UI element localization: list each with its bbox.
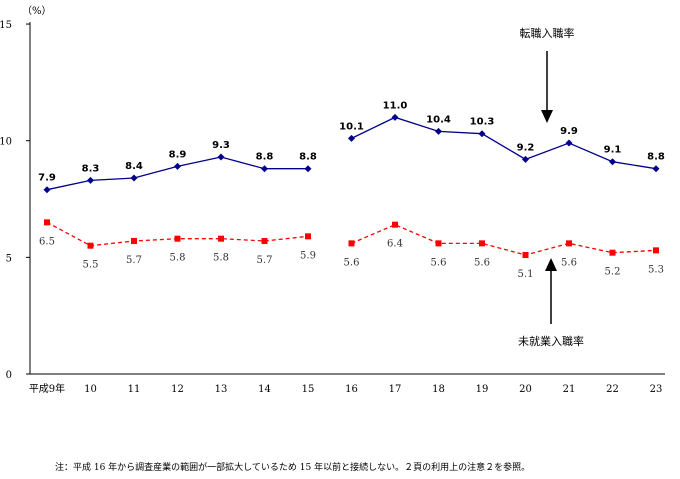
- series-1-point: [174, 235, 181, 242]
- series-0-point: [652, 165, 660, 173]
- series-1-data-label: 5.7: [126, 255, 142, 266]
- series-1-point: [87, 242, 94, 249]
- x-tick-label: 17: [389, 384, 402, 395]
- series-0-point: [391, 113, 399, 121]
- footnote: 注：平成 16 年から調査産業の範囲が一部拡大しているため 15 年以前と接続し…: [55, 461, 530, 473]
- series-1-data-label: 5.5: [83, 260, 99, 271]
- annotation-tenshoku-label: 転職入職率: [520, 26, 575, 40]
- series-1-point: [305, 233, 311, 240]
- series-0-data-label: 8.8: [647, 152, 665, 163]
- x-tick-label: 22: [606, 384, 619, 395]
- series-1-data-label: 5.6: [431, 257, 447, 268]
- annotation-mishugyo-label: 未就業入職率: [518, 334, 584, 348]
- series-1-point: [218, 235, 224, 242]
- series-0-data-label: 8.9: [169, 149, 187, 160]
- x-tick-label: 12: [171, 384, 184, 395]
- series-0-point: [609, 158, 616, 166]
- series-0-data-label: 8.8: [256, 152, 274, 163]
- series-1-data-label: 6.4: [387, 239, 403, 250]
- series-1-data-label: 5.6: [474, 257, 490, 268]
- series-0-data-label: 8.4: [125, 161, 143, 172]
- series-1-data-label: 5.8: [170, 253, 186, 264]
- series-1-data-label: 5.7: [257, 255, 273, 266]
- x-tick-label: 13: [215, 384, 228, 395]
- series-0-point: [261, 165, 268, 173]
- x-tick-label: 18: [432, 384, 445, 395]
- series-1-point: [609, 249, 616, 256]
- x-tick-label: 15: [302, 384, 315, 395]
- series-0-point: [348, 134, 355, 142]
- series-1-data-label: 5.8: [213, 253, 229, 264]
- series-0-point: [87, 176, 94, 184]
- series-0-point: [435, 127, 442, 135]
- x-tick-label: 23: [650, 384, 663, 395]
- y-tick-label: 5: [6, 253, 12, 264]
- series-0-data-label: 9.2: [517, 142, 535, 153]
- series-1-data-label: 5.9: [300, 250, 316, 261]
- series-0-data-label: 8.3: [82, 163, 100, 174]
- annotation-tenshoku-arrow-head: [541, 110, 553, 123]
- series-0-point: [174, 162, 181, 170]
- series-1-point: [566, 240, 572, 247]
- annotation-mishugyo-arrow-head: [545, 258, 557, 271]
- series-1-point: [479, 240, 485, 247]
- series-1-point: [44, 219, 50, 226]
- x-tick-label: 平成9年: [29, 382, 65, 395]
- series-1-point: [348, 240, 355, 247]
- series-0-data-label: 9.1: [604, 145, 622, 156]
- series-1-point: [653, 247, 659, 254]
- series-0-data-label: 7.9: [38, 173, 56, 184]
- series-0-data-label: 11.0: [383, 100, 408, 111]
- x-tick-label: 20: [519, 384, 532, 395]
- series-1-point: [261, 238, 268, 245]
- series-1-data-label: 5.3: [648, 264, 664, 275]
- series-0-point: [304, 165, 312, 173]
- series-1-point: [392, 221, 398, 228]
- series-0-data-label: 10.3: [470, 117, 495, 128]
- series-0-point: [43, 186, 51, 194]
- series-1-data-label: 5.6: [344, 257, 360, 268]
- x-tick-label: 21: [563, 384, 576, 395]
- series-1-data-label: 5.2: [605, 267, 621, 278]
- series-0-data-label: 9.9: [560, 126, 578, 137]
- x-tick-label: 10: [84, 384, 97, 395]
- series-1-point: [131, 238, 137, 245]
- series-1-segment-0: [46, 221, 309, 247]
- x-tick-label: 16: [345, 384, 358, 395]
- series-1-data-label: 6.5: [39, 236, 55, 247]
- x-tick-label: 14: [258, 384, 271, 395]
- series-0-point: [565, 139, 573, 147]
- series-1-data-label: 5.6: [561, 257, 577, 268]
- x-tick-label: 19: [476, 384, 489, 395]
- series-0-data-label: 9.3: [212, 140, 230, 151]
- series-1-data-label: 5.1: [518, 269, 534, 280]
- series-1-point: [522, 252, 529, 259]
- y-tick-label: 15: [0, 20, 12, 31]
- series-0-data-label: 10.4: [426, 114, 451, 125]
- series-0-data-label: 8.8: [299, 152, 317, 163]
- series-0-segment-1: [351, 116, 657, 170]
- y-unit-label: （%）: [22, 5, 52, 17]
- series-1-point: [435, 240, 442, 247]
- series-0-data-label: 10.1: [339, 121, 364, 132]
- series-0-point: [522, 155, 529, 163]
- y-tick-label: 10: [0, 137, 12, 148]
- x-tick-label: 11: [128, 384, 141, 395]
- y-tick-label: 0: [6, 370, 12, 381]
- series-0-point: [130, 174, 138, 182]
- series-0-point: [478, 130, 486, 138]
- series-0-point: [217, 153, 225, 161]
